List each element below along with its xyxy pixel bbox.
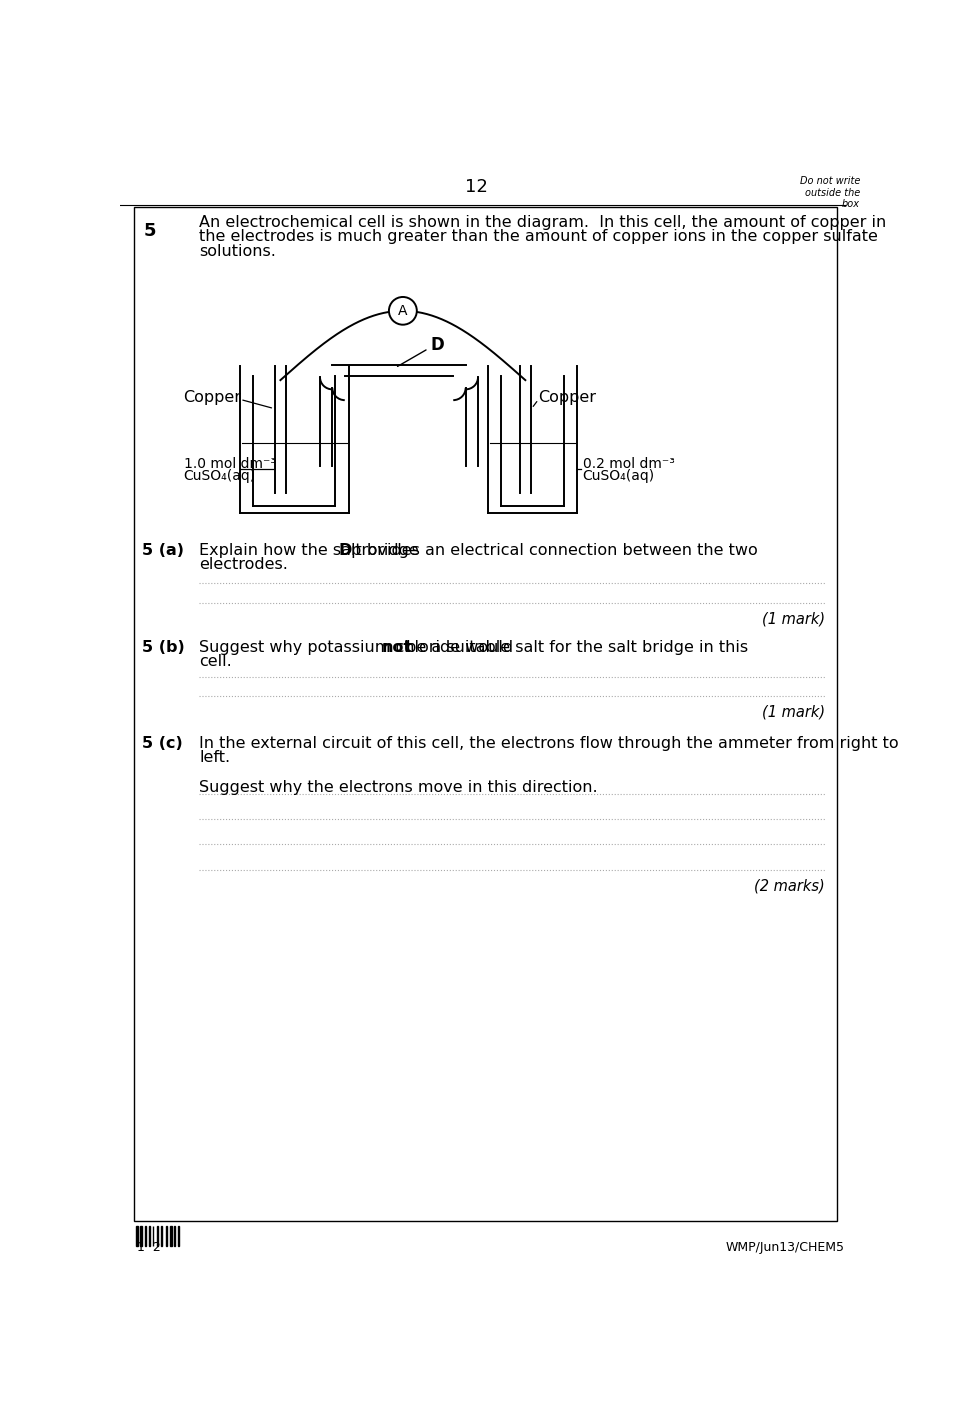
Text: (1 mark): (1 mark) [762, 704, 826, 719]
Text: 1  2: 1 2 [137, 1242, 161, 1255]
Text: provides an electrical connection between the two: provides an electrical connection betwee… [347, 542, 757, 558]
Text: WMP/Jun13/CHEM5: WMP/Jun13/CHEM5 [726, 1242, 845, 1255]
Text: Suggest why potassium chloride would: Suggest why potassium chloride would [199, 640, 518, 654]
Text: be a suitable salt for the salt bridge in this: be a suitable salt for the salt bridge i… [400, 640, 748, 654]
Text: D: D [338, 542, 351, 558]
Bar [135, 1226, 138, 1246]
Text: (1 mark): (1 mark) [762, 612, 826, 626]
Text: Do not write
outside the
box: Do not write outside the box [800, 176, 860, 210]
Text: 5 (a): 5 (a) [142, 542, 183, 558]
Text: cell.: cell. [199, 654, 231, 670]
Bar [170, 1226, 172, 1246]
Text: left.: left. [199, 750, 230, 766]
Text: Copper: Copper [183, 391, 242, 405]
Text: (2 marks): (2 marks) [755, 878, 826, 893]
Text: D: D [430, 337, 444, 354]
Text: not: not [382, 640, 412, 654]
Text: 0.2 mol dm⁻³: 0.2 mol dm⁻³ [583, 457, 675, 472]
Text: 5: 5 [143, 222, 156, 241]
Text: Explain how the salt bridge: Explain how the salt bridge [199, 542, 424, 558]
Text: electrodes.: electrodes. [199, 558, 288, 572]
Text: 12: 12 [465, 178, 488, 195]
Text: A: A [398, 304, 408, 317]
Bar [140, 1226, 142, 1246]
Bar [149, 1226, 150, 1246]
Bar [145, 1226, 146, 1246]
Text: 1.0 mol dm⁻³: 1.0 mol dm⁻³ [183, 457, 276, 472]
Text: the electrodes is much greater than the amount of copper ions in the copper sulf: the electrodes is much greater than the … [199, 229, 878, 244]
Text: 5 (b): 5 (b) [142, 640, 184, 654]
Text: An electrochemical cell is shown in the diagram.  In this cell, the amount of co: An electrochemical cell is shown in the … [199, 215, 886, 229]
Text: CuSO₄(aq): CuSO₄(aq) [183, 469, 255, 483]
Circle shape [389, 297, 417, 324]
Text: Copper: Copper [539, 391, 596, 405]
Text: In the external circuit of this cell, the electrons flow through the ammeter fro: In the external circuit of this cell, th… [199, 736, 899, 750]
Text: solutions.: solutions. [199, 244, 276, 259]
Text: CuSO₄(aq): CuSO₄(aq) [583, 469, 655, 483]
Text: 5 (c): 5 (c) [142, 736, 182, 750]
Text: Suggest why the electrons move in this direction.: Suggest why the electrons move in this d… [199, 780, 598, 794]
